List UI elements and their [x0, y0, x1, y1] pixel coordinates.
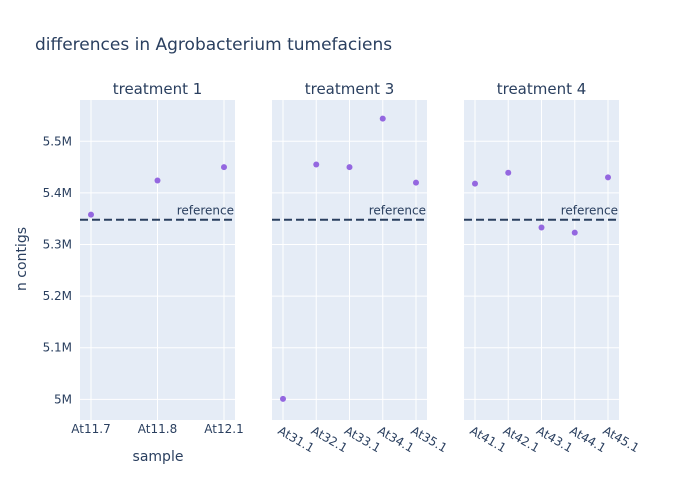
- y-tick-label: 5.1M: [43, 341, 72, 355]
- x-tick-label: At34.1: [375, 423, 416, 455]
- data-point: [413, 179, 419, 186]
- x-axis-title: sample: [133, 449, 184, 465]
- data-point: [313, 161, 320, 168]
- y-tick-label: 5.5M: [43, 134, 72, 148]
- x-tick-label: At42.1: [501, 423, 542, 455]
- data-point: [280, 395, 286, 402]
- data-point: [605, 174, 611, 181]
- data-point: [379, 115, 386, 122]
- x-tick-label: At33.1: [342, 423, 383, 455]
- panel-1: reference treatment 1 At11.7 At11.8 At12.1: [71, 80, 243, 436]
- y-tick-label: 5M: [54, 392, 72, 406]
- x-tick-label: At11.8: [138, 422, 177, 436]
- x-tick-label: At12.1: [204, 422, 243, 436]
- x-tick-label: At43.1: [534, 423, 575, 455]
- data-point: [88, 211, 94, 218]
- panel-title: treatment 4: [497, 80, 587, 98]
- y-tick-label: 5.4M: [43, 186, 72, 200]
- x-tick-label: At45.1: [601, 423, 642, 455]
- panel-title: treatment 1: [113, 80, 203, 98]
- data-point: [154, 177, 161, 184]
- panel-title: treatment 3: [305, 80, 395, 98]
- x-tick-label: At35.1: [409, 423, 450, 455]
- y-axis: 5M 5.1M 5.2M 5.3M 5.4M 5.5M: [43, 134, 72, 406]
- data-point: [538, 224, 545, 231]
- x-tick-label: At41.1: [468, 423, 509, 455]
- reference-label: reference: [369, 204, 426, 218]
- chart-title: differences in Agrobacterium tumefaciens: [35, 35, 392, 55]
- y-axis-title: n contigs: [14, 227, 30, 291]
- data-point: [505, 169, 512, 176]
- reference-label: reference: [561, 204, 618, 218]
- data-point: [571, 229, 578, 236]
- reference-label: reference: [177, 204, 234, 218]
- data-point: [472, 180, 478, 187]
- x-tick-label: At32.1: [309, 423, 350, 455]
- x-tick-label: At11.7: [71, 422, 110, 436]
- x-tick-label: At44.1: [567, 423, 608, 455]
- data-point: [346, 164, 353, 171]
- y-tick-label: 5.2M: [43, 289, 72, 303]
- x-tick-label: At31.1: [276, 423, 317, 455]
- y-tick-label: 5.3M: [43, 238, 72, 252]
- data-point: [221, 164, 227, 171]
